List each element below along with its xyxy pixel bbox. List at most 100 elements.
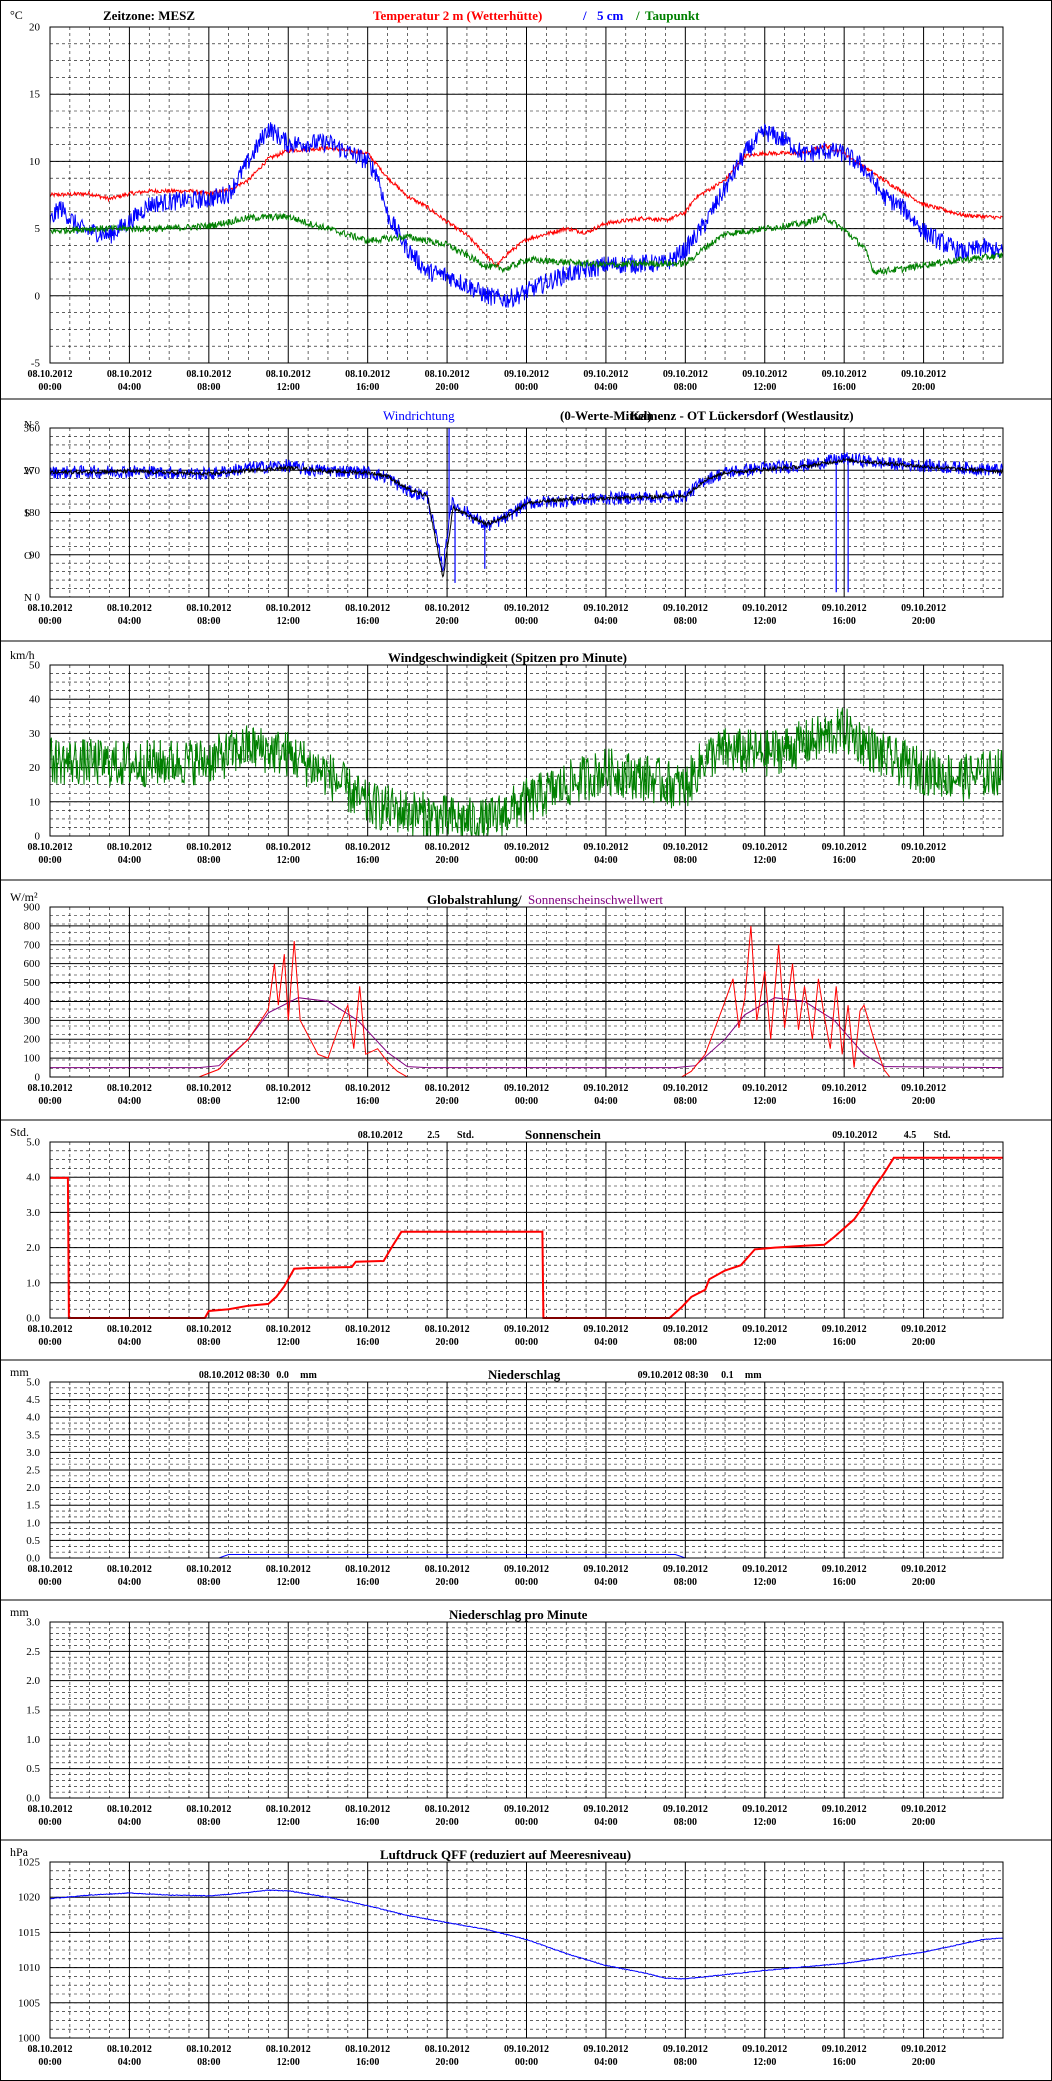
x-tick-label: 09.10.2012 [822, 1804, 867, 1815]
x-tick-label: 04:00 [118, 855, 141, 866]
x-tick-label: 04:00 [594, 1337, 617, 1348]
y-side-label: S [24, 508, 30, 520]
y-tick-label: 1.0 [26, 1734, 40, 1746]
unit-label: hPa [10, 1845, 29, 1859]
y-tick-label: 100 [24, 1053, 41, 1065]
daily-total-label: 2.5 [427, 1130, 440, 1141]
x-tick-label: 00:00 [515, 1817, 538, 1828]
x-tick-label: 16:00 [832, 855, 855, 866]
x-tick-label: 08:00 [674, 1096, 697, 1107]
series-line [49, 707, 1004, 837]
x-tick-label: 08.10.2012 [345, 1324, 390, 1335]
x-tick-label: 08.10.2012 [28, 1564, 73, 1575]
y-tick-label: 1020 [18, 1892, 41, 1904]
x-tick-label: 09.10.2012 [583, 369, 628, 380]
daily-total-label: 0.1 [721, 1370, 734, 1381]
y-tick-label: 1010 [18, 1962, 41, 1974]
x-tick-label: 08.10.2012 [425, 842, 470, 853]
chart-title: Windrichtung [383, 408, 455, 423]
y-tick-label: 1.0 [26, 1517, 40, 1529]
unit-label: Std. [10, 1125, 29, 1139]
x-tick-label: 08.10.2012 [186, 1083, 231, 1094]
grid [50, 1141, 1003, 1319]
x-tick-label: 20:00 [435, 616, 458, 627]
chart-title: Niederschlag [488, 1367, 561, 1382]
y-tick-label: 40 [29, 694, 41, 706]
x-tick-label: 08:00 [197, 1577, 220, 1588]
x-tick-label: 09.10.2012 [822, 603, 867, 614]
x-tick-label: 09.10.2012 [742, 842, 787, 853]
x-tick-label: 08.10.2012 [107, 2044, 152, 2055]
y-tick-label: 360 [24, 423, 41, 435]
x-tick-label: 04:00 [118, 1337, 141, 1348]
x-tick-label: 16:00 [356, 382, 379, 393]
y-tick-label: 10 [29, 796, 41, 808]
y-tick-label: 20 [29, 762, 41, 774]
x-tick-label: 08:00 [674, 382, 697, 393]
y-tick-label: 1.0 [26, 1277, 40, 1289]
x-tick-label: 09.10.2012 [742, 1324, 787, 1335]
grid [50, 1861, 1003, 2039]
y-tick-label: 10 [29, 156, 41, 168]
x-tick-label: 04:00 [118, 1577, 141, 1588]
grid [50, 1621, 1003, 1799]
x-tick-label: 08.10.2012 [107, 1083, 152, 1094]
chart-temperature: -5 0 5 10 15 20 °C Zeitzone: MESZ Temperatur 2 m… [0, 8, 1052, 400]
grid [50, 427, 1003, 598]
x-tick-label: 08:00 [674, 2057, 697, 2068]
x-tick-label: 20:00 [912, 855, 935, 866]
x-tick-label: 08.10.2012 [345, 603, 390, 614]
x-tick-label: 08.10.2012 [345, 369, 390, 380]
y-tick-label: 300 [24, 1015, 41, 1027]
y-tick-label: 90 [29, 549, 41, 561]
x-tick-label: 12:00 [753, 1096, 776, 1107]
y-tick-label: 900 [24, 902, 41, 914]
unit-label: mm [10, 1365, 29, 1379]
x-tick-label: 08:00 [197, 2057, 220, 2068]
x-tick-label: 08.10.2012 [425, 1564, 470, 1575]
y-side-label: O [24, 550, 32, 562]
x-tick-label: 04:00 [118, 1817, 141, 1828]
x-tick-label: 08.10.2012 [107, 1804, 152, 1815]
y-tick-label: 4.0 [26, 1172, 40, 1184]
x-tick-label: 08.10.2012 [28, 369, 73, 380]
x-tick-label: 16:00 [356, 855, 379, 866]
x-tick-label: 09.10.2012 [504, 842, 549, 853]
x-tick-label: 00:00 [38, 1817, 61, 1828]
x-tick-label: 12:00 [753, 1337, 776, 1348]
y-tick-label: 3.0 [26, 1447, 40, 1459]
x-tick-label: 20:00 [912, 616, 935, 627]
y-tick-label: 3.5 [26, 1429, 40, 1441]
x-tick-label: 09.10.2012 [504, 2044, 549, 2055]
x-tick-label: 00:00 [38, 1337, 61, 1348]
x-tick-label: 08.10.2012 [186, 1324, 231, 1335]
x-tick-label: 00:00 [38, 382, 61, 393]
x-tick-label: 08:00 [197, 616, 220, 627]
x-tick-label: 08.10.2012 [266, 1564, 311, 1575]
y-tick-label: 0.0 [26, 1793, 40, 1805]
x-tick-label: 00:00 [38, 1577, 61, 1588]
x-tick-label: 00:00 [515, 855, 538, 866]
grid [50, 906, 1003, 1078]
x-tick-label: 16:00 [356, 2057, 379, 2068]
y-tick-label: 1025 [18, 1857, 41, 1869]
daily-total-label: 09.10.2012 08:30 [638, 1370, 709, 1381]
series-line [49, 142, 1003, 268]
x-tick-label: 04:00 [594, 1096, 617, 1107]
x-tick-label: 00:00 [38, 855, 61, 866]
x-tick-label: 16:00 [356, 616, 379, 627]
x-tick-label: 09.10.2012 [583, 1804, 628, 1815]
x-tick-label: 12:00 [277, 1096, 300, 1107]
x-tick-label: 04:00 [118, 2057, 141, 2068]
chart-title: Globalstrahlung/ [427, 892, 522, 907]
x-tick-label: 09.10.2012 [663, 1083, 708, 1094]
plot-frame [49, 1861, 1004, 2039]
unit-label: km/h [10, 648, 35, 662]
x-tick-label: 09.10.2012 [822, 842, 867, 853]
x-tick-label: 20:00 [912, 1096, 935, 1107]
plot-frame [49, 427, 1004, 598]
x-tick-label: 12:00 [277, 1817, 300, 1828]
y-tick-label: 500 [24, 977, 41, 989]
x-tick-label: 12:00 [277, 1577, 300, 1588]
